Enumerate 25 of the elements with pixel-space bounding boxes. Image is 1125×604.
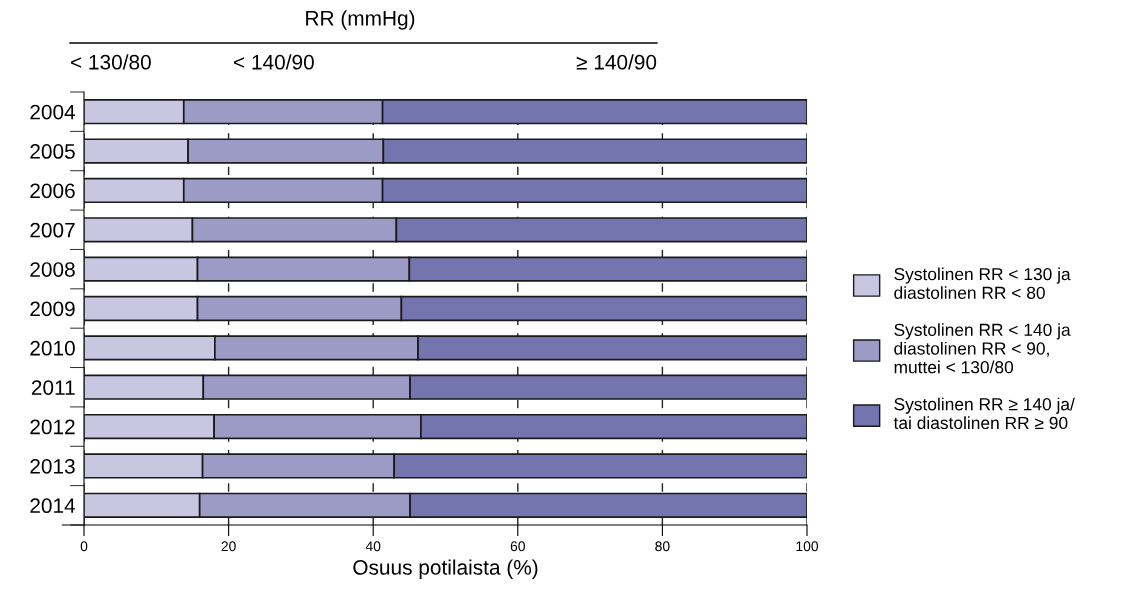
legend-label: Systolinen RR < 130 ja diastolinen RR < 80: [894, 267, 1071, 299]
x-tick-label: 0: [80, 541, 88, 552]
y-tick-label: 2012: [30, 419, 75, 435]
y-tick-label: 2009: [30, 301, 75, 317]
x-tick-label: 60: [510, 541, 525, 552]
x-tick-label: 80: [655, 541, 670, 552]
text: < 140/90: [234, 54, 314, 70]
y-tick-label: 2011: [31, 380, 75, 395]
y-tick-label: 2010: [30, 340, 75, 356]
y-tick-label: 2013: [30, 458, 75, 474]
chart-title: RR (mmHg): [306, 10, 415, 30]
x-tick-label: 100: [796, 541, 819, 552]
y-tick-label: 2004: [30, 104, 76, 120]
y-tick-label: 2005: [30, 144, 75, 159]
legend-label: Systolinen RR ≥ 140 ja/ tai diastolinen RR ≥ 90: [893, 397, 1075, 430]
x-axis-title: Osuus potilaista (%): [353, 559, 538, 579]
x-tick-label: 40: [365, 541, 381, 552]
y-tick-label: 2007: [30, 222, 75, 238]
y-tick-label: 2014: [30, 498, 76, 514]
y-tick-label: 2008: [30, 262, 75, 277]
x-tick-label: 20: [221, 541, 236, 552]
text: ≥ 140/90: [576, 54, 657, 70]
text: < 130/80: [71, 54, 151, 70]
y-tick-label: 2006: [30, 183, 75, 199]
legend-label: Systolinen RR < 140 ja diastolinen RR < 90, muttei < 130/80: [894, 323, 1071, 374]
